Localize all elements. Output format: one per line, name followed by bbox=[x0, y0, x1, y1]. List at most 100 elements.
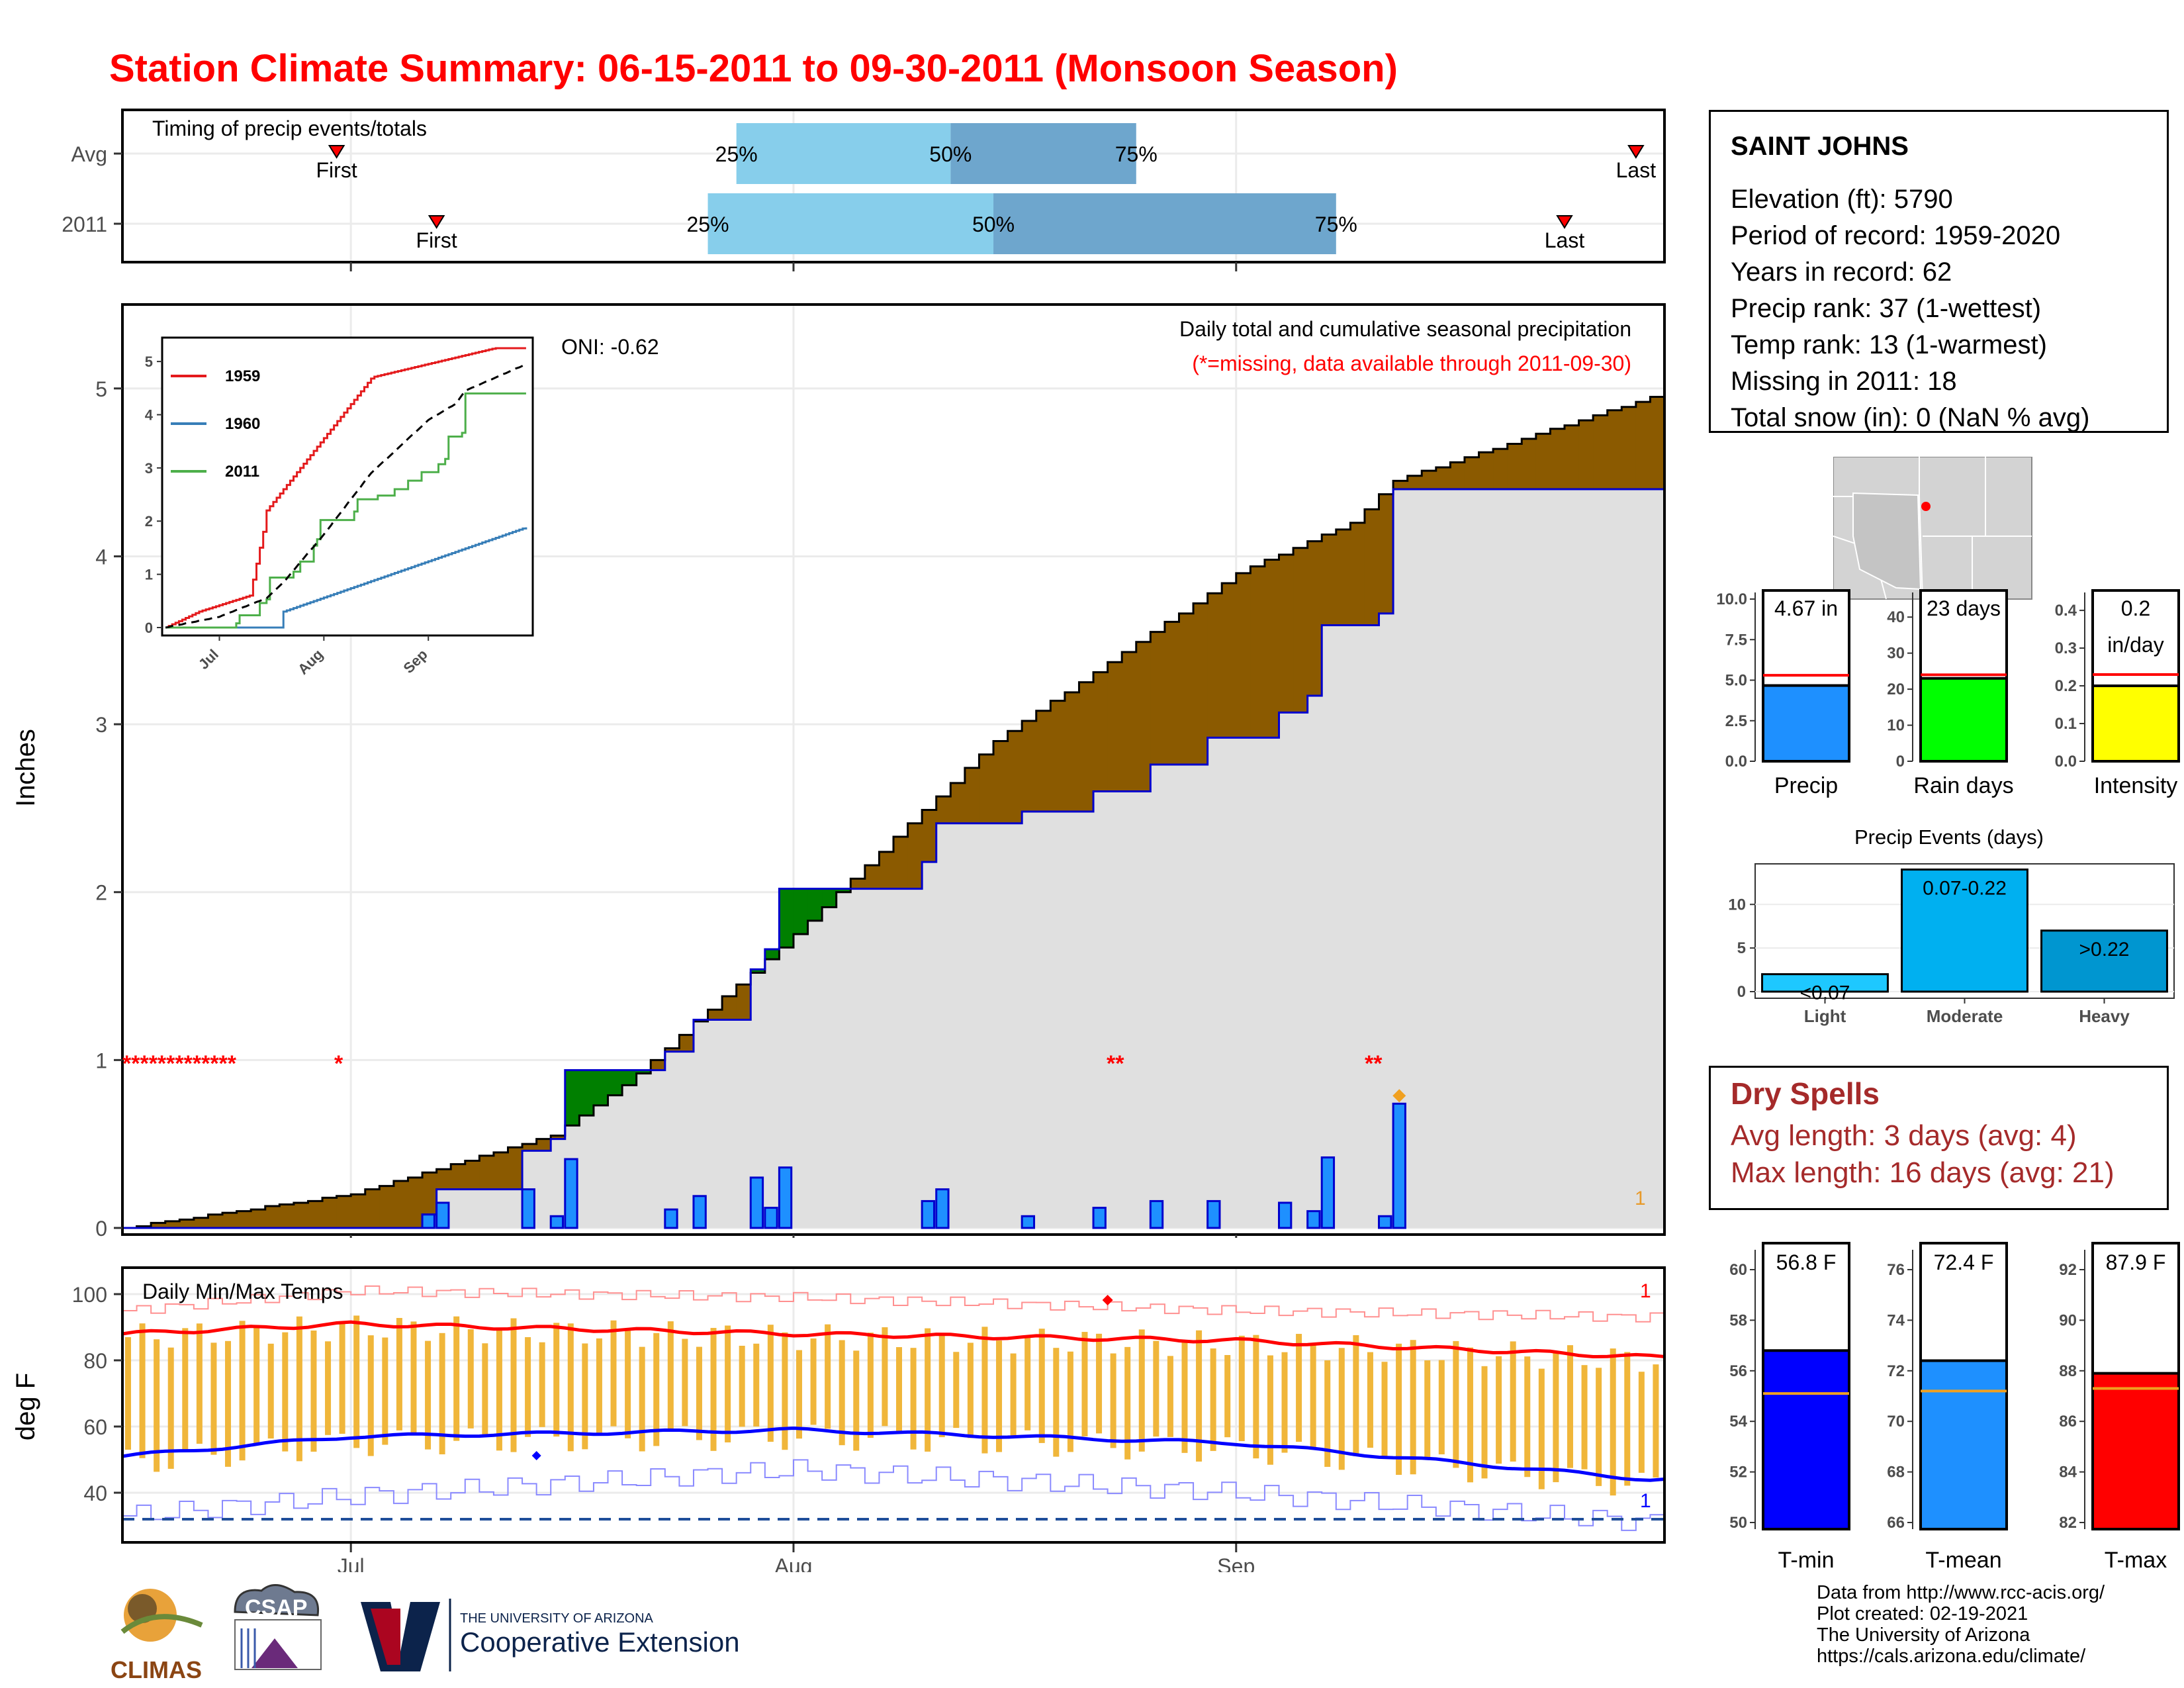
precip-deficit-segment bbox=[536, 1139, 551, 1151]
temp-daily-bar bbox=[1481, 1366, 1488, 1479]
inset-legend-label-0: 1959 bbox=[225, 367, 260, 385]
temp-xtick-label-0: Jul bbox=[338, 1554, 365, 1572]
precip-deficit-segment bbox=[451, 1164, 466, 1190]
precip-daily-bar-7 bbox=[749, 1176, 764, 1229]
temp-daily-bar bbox=[882, 1327, 888, 1427]
temp-daily-bar bbox=[567, 1323, 574, 1452]
station-info-box: SAINT JOHNS Elevation (ft): 5790 Period … bbox=[1709, 110, 2169, 433]
tsum-label-tmin: T-min bbox=[1778, 1548, 1835, 1573]
precip-deficit-segment bbox=[1435, 467, 1451, 489]
summary-ytick-label-intensity: 0.1 bbox=[2055, 715, 2077, 733]
timing-first-label-0: First bbox=[316, 158, 357, 182]
temp-record-low-marker bbox=[531, 1451, 541, 1460]
precip-deficit-segment bbox=[1607, 410, 1622, 489]
tsum-ytick-label-tmean: 76 bbox=[1887, 1261, 1905, 1279]
precip-deficit-segment bbox=[679, 1035, 694, 1052]
tsum-value-tmean: 72.4 F bbox=[1934, 1250, 1994, 1274]
temp-daily-bar bbox=[1181, 1340, 1188, 1453]
timing-row-label-0: Avg bbox=[71, 142, 107, 166]
logos: CLIMAS CSAP THE UNIVERSITY OF ARIZONA Co… bbox=[111, 1584, 738, 1683]
dry-spells-title: Dry Spells bbox=[1731, 1076, 1880, 1111]
tsum-ytick-label-tmax: 92 bbox=[2059, 1261, 2077, 1279]
precip-deficit-segment bbox=[1193, 603, 1208, 765]
temp-count-min: 1 bbox=[1640, 1490, 1651, 1512]
precip-deficit-segment bbox=[1007, 731, 1023, 823]
summary-ytick-label-intensity: 0.3 bbox=[2055, 639, 2077, 657]
precip-daily-bar-20 bbox=[1392, 1102, 1406, 1229]
precip-deficit-segment bbox=[236, 1211, 251, 1228]
precip-deficit-segment bbox=[1564, 425, 1580, 489]
precip-count-label: 1 bbox=[1635, 1188, 1646, 1209]
timing-first-marker-0 bbox=[328, 145, 345, 159]
precip-deficit-segment bbox=[707, 1009, 723, 1020]
temp-daily-bar bbox=[1610, 1348, 1616, 1496]
summary-ytick-label-raindays: 20 bbox=[1887, 680, 1905, 698]
credit-data-source: Data from http://www.rcc-acis.org/ bbox=[1817, 1582, 2105, 1603]
temp-record-min-line bbox=[122, 1459, 1664, 1531]
timing-p50-label-0: 50% bbox=[929, 142, 972, 166]
temp-ytick-label-3: 100 bbox=[72, 1283, 107, 1307]
dry-spells-avg: Avg length: 3 days (avg: 4) bbox=[1731, 1119, 2077, 1152]
precip-surplus-segment bbox=[836, 888, 851, 892]
precip-deficit-segment bbox=[436, 1169, 451, 1190]
temp-daily-bar bbox=[1638, 1372, 1645, 1473]
inset-line-1960 bbox=[165, 527, 527, 629]
inset-line-2011 bbox=[165, 392, 526, 629]
temp-daily-bar bbox=[981, 1327, 988, 1454]
events-title: Precip Events (days) bbox=[1854, 825, 2044, 849]
temp-daily-bar bbox=[1081, 1332, 1088, 1436]
temp-daily-bar bbox=[1053, 1348, 1060, 1457]
temp-daily-bar bbox=[1138, 1329, 1145, 1452]
precip-ytick-label-0: 0 bbox=[95, 1217, 107, 1238]
station-years: Years in record: 62 bbox=[1731, 258, 1952, 287]
timing-first-marker-1 bbox=[428, 215, 445, 229]
tsum-label-tmean: T-mean bbox=[1925, 1548, 2001, 1573]
precip-deficit-segment bbox=[736, 984, 751, 1020]
precip-deficit-segment bbox=[1179, 613, 1194, 765]
temp-daily-bar bbox=[1096, 1333, 1103, 1434]
temp-daily-bar bbox=[625, 1331, 631, 1438]
temp-daily-bar bbox=[196, 1323, 203, 1444]
temp-daily-bar bbox=[1467, 1347, 1473, 1483]
temp-daily-bar bbox=[682, 1338, 688, 1427]
precip-avg-cumulative-line bbox=[122, 396, 1664, 1229]
tsum-ytick-label-tmax: 82 bbox=[2059, 1514, 2077, 1532]
tsum-ytick-label-tmean: 70 bbox=[1887, 1413, 1905, 1430]
timing-last-label-0: Last bbox=[1616, 158, 1657, 182]
precip-daily-bar-3 bbox=[549, 1215, 565, 1229]
tsum-ytick-label-tmin: 58 bbox=[1729, 1311, 1747, 1329]
summary-ytick-label-raindays: 30 bbox=[1887, 645, 1905, 663]
temp-xtick-label-2: Sep bbox=[1217, 1554, 1255, 1572]
timing-p25-label-1: 25% bbox=[687, 212, 729, 236]
station-precip-rank: Precip rank: 37 (1-wettest) bbox=[1731, 294, 2042, 323]
oni-label: ONI: -0.62 bbox=[561, 335, 659, 359]
precip-deficit-segment bbox=[508, 1147, 523, 1190]
precip-title-line1: Daily total and cumulative seasonal prec… bbox=[1179, 317, 1631, 341]
precip-daily-bar-0 bbox=[421, 1213, 435, 1229]
precip-deficit-segment bbox=[864, 865, 880, 889]
temp-daily-bar bbox=[539, 1342, 545, 1427]
temp-daily-bar bbox=[139, 1323, 146, 1458]
precip-deficit-segment bbox=[664, 1048, 680, 1052]
precip-deficit-segment bbox=[1535, 434, 1551, 489]
precip-deficit-segment bbox=[293, 1202, 309, 1228]
temp-daily-bar bbox=[853, 1350, 860, 1451]
timing-p25-label-0: 25% bbox=[715, 142, 758, 166]
temp-daily-bar bbox=[425, 1340, 432, 1450]
events-bar-0 bbox=[1761, 973, 1889, 993]
station-missing: Missing in 2011: 18 bbox=[1731, 367, 1957, 396]
timing-title: Timing of precip events/totals bbox=[152, 117, 427, 140]
precip-deficit-segment bbox=[1379, 494, 1394, 614]
precip-deficit-segment bbox=[351, 1194, 366, 1228]
temp-daily-bar bbox=[782, 1332, 788, 1450]
events-bar-2 bbox=[2040, 929, 2168, 993]
temp-daily-bar bbox=[753, 1343, 760, 1427]
timing-bar-upper-1 bbox=[993, 193, 1336, 254]
temp-xtick-label-1: Aug bbox=[775, 1554, 813, 1572]
tsum-ytick-label-tmax: 84 bbox=[2059, 1464, 2077, 1481]
tsum-ytick-label-tmean: 68 bbox=[1887, 1464, 1905, 1481]
precip-surplus-segment bbox=[764, 949, 780, 960]
precip-deficit-segment bbox=[979, 754, 994, 823]
map-state-borders bbox=[1833, 457, 2032, 600]
